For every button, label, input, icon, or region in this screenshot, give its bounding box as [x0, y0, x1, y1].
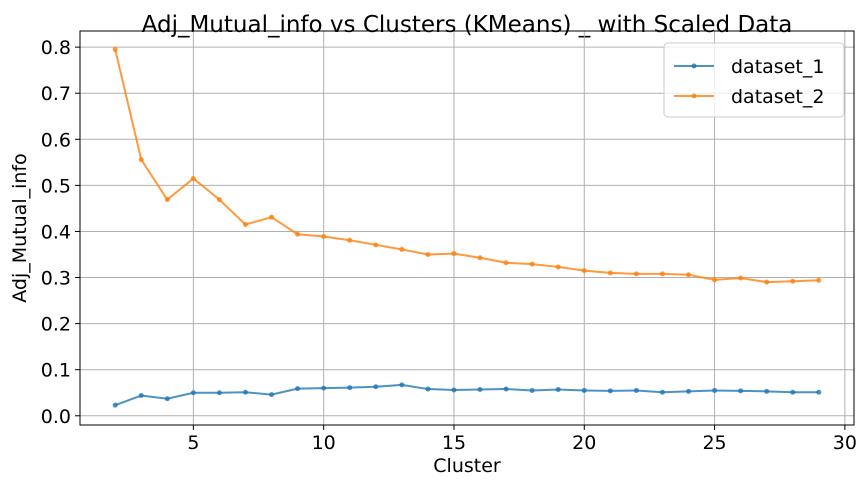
data-point-dataset-1: [503, 386, 509, 392]
data-point-dataset-1: [659, 389, 665, 395]
y-tick-label: 0.0: [41, 406, 71, 428]
y-tick-label: 0.6: [41, 129, 71, 151]
y-tick-label: 0.4: [41, 221, 71, 243]
x-tick-label: 10: [312, 432, 336, 454]
x-axis-label: Cluster: [433, 455, 501, 477]
legend-label-dataset-1: dataset_1: [731, 56, 824, 78]
data-point-dataset-2: [138, 157, 144, 163]
data-point-dataset-2: [295, 231, 301, 237]
data-point-dataset-1: [112, 402, 118, 408]
data-point-dataset-2: [321, 234, 327, 240]
legend: dataset_1 dataset_2: [663, 42, 845, 118]
data-point-dataset-2: [399, 246, 405, 252]
legend-marker-dataset-2: [691, 93, 697, 99]
data-point-dataset-2: [581, 268, 587, 274]
data-point-dataset-2: [269, 214, 275, 220]
chart-title: Adj_Mutual_info vs Clusters (KMeans) _ w…: [142, 12, 793, 38]
data-point-dataset-1: [347, 385, 353, 391]
data-point-dataset-1: [738, 388, 744, 394]
data-point-dataset-1: [581, 387, 587, 393]
data-point-dataset-1: [633, 387, 639, 393]
data-point-dataset-2: [190, 175, 196, 181]
data-point-dataset-2: [555, 264, 561, 270]
y-tick-label: 0.8: [41, 37, 71, 59]
data-point-dataset-1: [451, 387, 457, 393]
data-point-dataset-2: [764, 279, 770, 285]
series-line-dataset-2: [114, 49, 819, 284]
y-tick-label: 0.3: [41, 268, 71, 290]
data-point-dataset-1: [790, 389, 796, 395]
data-point-dataset-2: [112, 46, 118, 52]
series-line-dataset-1: [114, 383, 819, 407]
x-tick-label: 20: [572, 432, 596, 454]
legend-box: [663, 42, 845, 118]
axis-ticks: 5 10 15 20 25 30 0.0 0.1 0.2 0.3 0.4 0.5 0.6 0.7 0.8: [41, 37, 857, 454]
legend-marker-dataset-1: [691, 63, 697, 69]
data-point-dataset-2: [451, 251, 457, 257]
data-point-dataset-1: [190, 390, 196, 396]
y-tick-label: 0.5: [41, 175, 71, 197]
data-point-dataset-2: [425, 251, 431, 257]
plot-frame: [79, 30, 855, 426]
data-point-dataset-1: [164, 396, 170, 402]
legend-label-dataset-2: dataset_2: [731, 86, 824, 108]
x-tick-label: 15: [442, 432, 466, 454]
x-tick-label: 5: [187, 432, 199, 454]
data-point-dataset-1: [216, 390, 222, 396]
data-point-dataset-1: [321, 385, 327, 391]
data-point-dataset-1: [477, 387, 483, 393]
data-point-dataset-1: [686, 388, 692, 394]
data-point-dataset-2: [659, 271, 665, 277]
data-point-dataset-1: [607, 388, 613, 394]
x-tick-label: 30: [833, 432, 857, 454]
data-point-dataset-2: [503, 260, 509, 266]
data-point-dataset-2: [164, 197, 170, 203]
data-point-dataset-1: [425, 386, 431, 392]
data-point-dataset-2: [477, 255, 483, 261]
data-point-dataset-1: [138, 393, 144, 399]
y-axis-label: Adj_Mutual_info: [9, 153, 31, 303]
data-point-dataset-2: [633, 271, 639, 277]
data-point-dataset-2: [242, 222, 248, 228]
data-point-dataset-1: [816, 389, 822, 395]
data-point-dataset-1: [295, 386, 301, 392]
data-point-dataset-1: [373, 384, 379, 390]
y-tick-label: 0.7: [41, 83, 71, 105]
data-point-dataset-1: [269, 392, 275, 398]
data-point-dataset-2: [529, 261, 535, 267]
data-point-dataset-2: [216, 197, 222, 203]
y-tick-label: 0.2: [41, 314, 71, 336]
series-group: [112, 46, 822, 408]
data-point-dataset-2: [373, 242, 379, 248]
data-point-dataset-2: [738, 275, 744, 281]
data-point-dataset-2: [686, 272, 692, 278]
data-point-dataset-1: [242, 389, 248, 395]
data-point-dataset-2: [790, 278, 796, 284]
data-point-dataset-1: [529, 387, 535, 393]
data-point-dataset-2: [347, 237, 353, 243]
data-point-dataset-2: [712, 277, 718, 283]
data-point-dataset-1: [555, 387, 561, 393]
data-point-dataset-2: [607, 270, 613, 276]
data-point-dataset-2: [816, 277, 822, 283]
data-point-dataset-1: [764, 388, 770, 394]
data-point-dataset-1: [399, 382, 405, 388]
y-tick-label: 0.1: [41, 360, 71, 382]
data-point-dataset-1: [712, 387, 718, 393]
x-tick-label: 25: [702, 432, 726, 454]
